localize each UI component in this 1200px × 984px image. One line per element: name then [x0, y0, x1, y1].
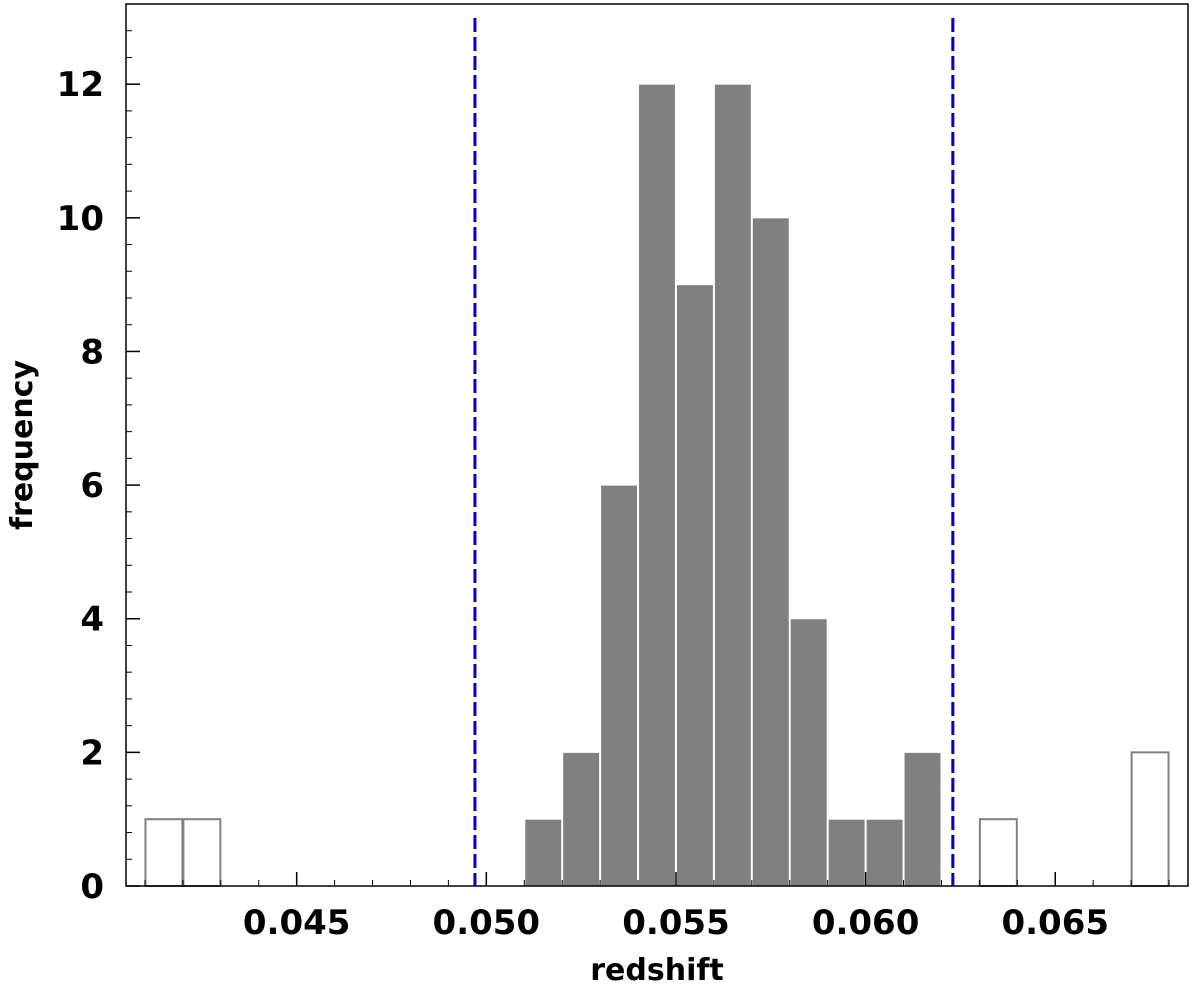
histogram-bar-4 — [675, 284, 714, 887]
x-axis-title: redshift — [590, 953, 724, 984]
outlier-bar-2 — [978, 818, 1018, 888]
histogram-bar-7 — [789, 618, 828, 887]
histogram-bar-3 — [638, 83, 676, 887]
histogram-bar-2 — [600, 484, 639, 887]
y-tick-label: 12 — [57, 65, 104, 105]
y-tick-label: 10 — [57, 199, 104, 239]
y-tick-label: 0 — [80, 867, 104, 907]
y-tick-label: 2 — [80, 733, 104, 773]
plot-frame — [125, 3, 1189, 887]
x-tick-label: 0.065 — [1001, 903, 1109, 943]
x-tick-label: 0.050 — [433, 903, 541, 943]
x-tick-label: 0.045 — [243, 903, 351, 943]
histogram-bar-6 — [751, 217, 790, 887]
y-axis-title: frequency — [5, 360, 40, 531]
histogram-bar-9 — [865, 818, 904, 887]
bars-layer — [144, 83, 1170, 888]
reference-lines-layer — [473, 18, 955, 886]
y-tick-label: 6 — [80, 466, 104, 506]
histogram-bar-5 — [713, 83, 752, 887]
histogram-bar-8 — [827, 818, 866, 887]
y-tick-label: 4 — [80, 600, 104, 640]
x-tick-label: 0.060 — [812, 903, 920, 943]
outlier-bar-0 — [144, 818, 184, 888]
histogram-bar-1 — [562, 751, 601, 887]
outlier-bar-1 — [182, 818, 222, 888]
tick-labels-layer: 0 2 4 6 8 10 12 0.045 0.050 0.055 0.060 0.065 — [57, 65, 1109, 943]
outlier-bar-3 — [1130, 751, 1170, 888]
histogram-bar-0 — [524, 818, 563, 887]
histogram-bar-10 — [903, 751, 942, 887]
x-tick-label: 0.055 — [622, 903, 730, 943]
y-tick-label: 8 — [80, 332, 104, 372]
ticks-layer — [126, 3, 1170, 887]
